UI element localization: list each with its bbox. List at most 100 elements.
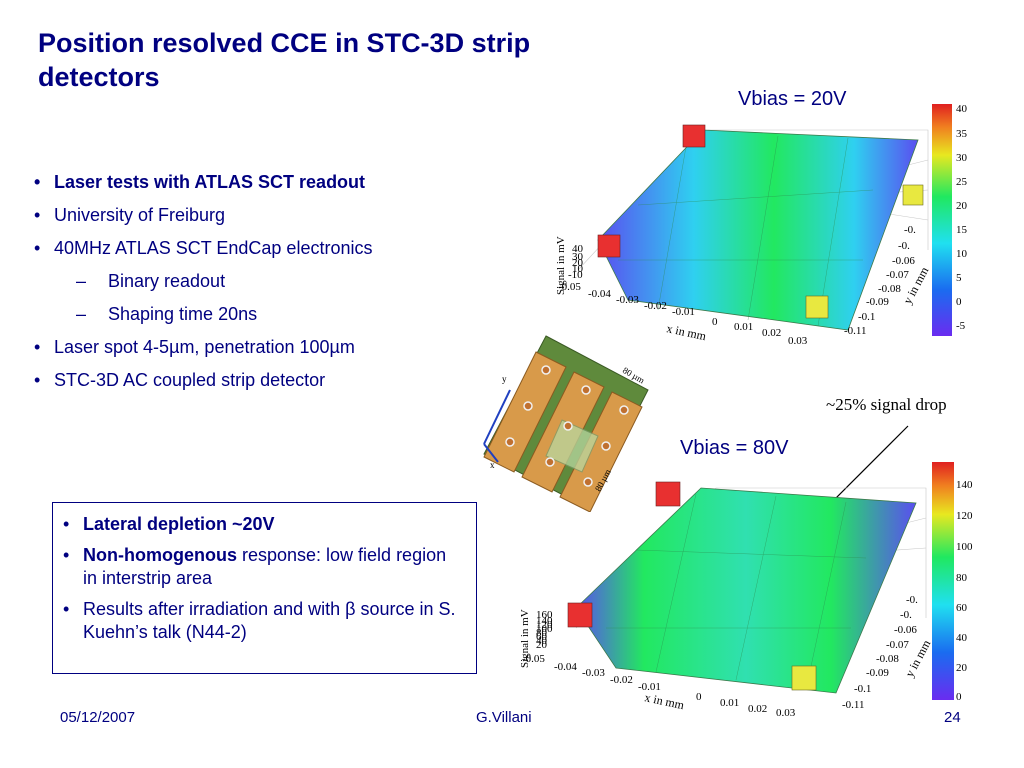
colorbar-tick: 30 [956,152,968,164]
x-tick: 0 [696,691,702,703]
footer-author: G.Villani [476,709,532,726]
y-tick: -0.06 [894,624,917,636]
x-tick: -0.01 [638,681,661,693]
summary-bold: Non-homogenous [83,545,237,565]
colorbar-tick: 15 [956,224,968,236]
plot-bottom: 160 140 120 100 80 60 40 20 Signal in mV… [519,462,973,718]
bullet-list: Laser tests with ATLAS SCT readout Unive… [34,170,494,401]
x-tick: -0.05 [522,653,545,665]
colorbar-tick: 20 [956,200,968,212]
plot-bottom-surface [575,487,917,694]
y-tick: -0.11 [844,325,867,337]
footer-date: 05/12/2007 [60,709,136,726]
x-tick: 0.03 [776,707,796,718]
z-tick: 80 [536,627,548,639]
z-tick: 40 [536,635,548,647]
x-tick: -0.02 [644,300,667,312]
y-tick: -0.07 [886,269,909,281]
x-tick: -0.01 [672,306,695,318]
x-tick: 0 [712,316,718,328]
corner-block [567,602,593,628]
z-tick: 140 [536,615,553,627]
summary-item: Results after irradiation and with β sou… [63,598,462,644]
plot-bottom-label: Vbias = 80V [680,437,789,459]
x-tick: 0.02 [762,327,781,339]
x-tick: -0.04 [588,288,611,300]
y-tick: -0.06 [892,255,915,267]
colorbar [932,462,954,700]
z-tick: 60 [536,631,548,643]
colorbar-tick: 140 [956,479,973,491]
x-tick: -0.04 [554,661,577,673]
corner-block [902,184,924,206]
axis-x-label: x [490,460,495,470]
y-tick: -0. [898,240,910,252]
colorbar-tick: -5 [956,320,966,332]
colorbar-tick: 0 [956,296,962,308]
axis-y-label: y [502,374,507,384]
x-tick: -0.02 [610,674,633,686]
z-tick: 20 [572,257,584,269]
summary-bold: Lateral depletion ~20V [83,514,275,534]
plot-top: 40 30 20 10 -10 Signal in mV -0.05 -0.04… [555,103,968,347]
colorbar-tick: 5 [956,272,962,284]
colorbar [932,104,952,336]
bullet-item: STC-3D AC coupled strip detector [34,368,494,392]
colorbar-tick: 20 [956,662,968,674]
detector-diagram: y x 80 µm 80 µm [483,335,649,512]
summary-item: Lateral depletion ~20V [63,513,462,536]
x-tick: -0.03 [582,667,605,679]
x-tick: 0.03 [788,335,808,347]
colorbar-tick: 25 [956,176,968,188]
y-tick: -0.09 [866,296,889,308]
colorbar-tick: 100 [956,541,973,553]
y-tick: -0.1 [858,311,875,323]
sub-bullet-item: Binary readout [34,269,494,293]
signal-drop-annotation: ~25% signal drop [826,395,947,414]
page-title: Position resolved CCE in STC-3D strip de… [38,28,531,92]
bullet-item: Laser tests with ATLAS SCT readout [34,170,494,194]
x-tick: -0.05 [558,281,581,293]
y-tick: -0. [906,594,918,606]
x-tick: 0.02 [748,703,767,715]
y-tick: -0.08 [878,283,901,295]
corner-block [805,295,829,319]
z-tick: 10 [572,263,584,275]
sub-bullet-item: Shaping time 20ns [34,302,494,326]
colorbar-tick: 40 [956,103,968,115]
bullet-item: Laser spot 4-5µm, penetration 100µm [34,335,494,359]
x-tick: 0.01 [720,697,739,709]
colorbar-tick: 120 [956,510,973,522]
colorbar-tick: 40 [956,632,968,644]
z-tick: 20 [536,639,548,651]
y-tick: -0.11 [842,699,865,711]
corner-block [791,665,817,691]
summary-text: Results after irradiation and with β sou… [83,599,456,642]
y-tick: -0. [900,609,912,621]
corner-block [655,481,681,507]
z-tick: 120 [536,619,553,631]
bullet-item: 40MHz ATLAS SCT EndCap electronics [34,236,494,260]
x-axis-label: x in mm [665,321,708,343]
z-tick: -10 [568,269,583,281]
z-axis-label: Signal in mV [555,236,567,295]
colorbar-tick: 60 [956,602,968,614]
corner-block [597,234,621,258]
z-axis-label: Signal in mV [519,609,531,668]
y-tick: -0.09 [866,667,889,679]
unit-cell [545,419,599,473]
x-tick: 0.01 [734,321,753,333]
corner-block [682,124,706,148]
y-tick: -0.07 [886,639,909,651]
bullet-item: University of Freiburg [34,203,494,227]
z-tick: 40 [572,243,584,255]
x-axis-label: x in mm [643,690,686,712]
colorbar-tick: 35 [956,128,968,140]
summary-box: Lateral depletion ~20V Non-homogenous re… [52,502,477,674]
plot-top-label: Vbias = 20V [738,88,847,110]
y-tick: -0.1 [854,683,871,695]
y-tick: -0. [904,224,916,236]
z-tick: 30 [572,251,584,263]
summary-text: response: low field region in interstrip… [83,545,447,588]
z-tick: 100 [536,623,553,635]
